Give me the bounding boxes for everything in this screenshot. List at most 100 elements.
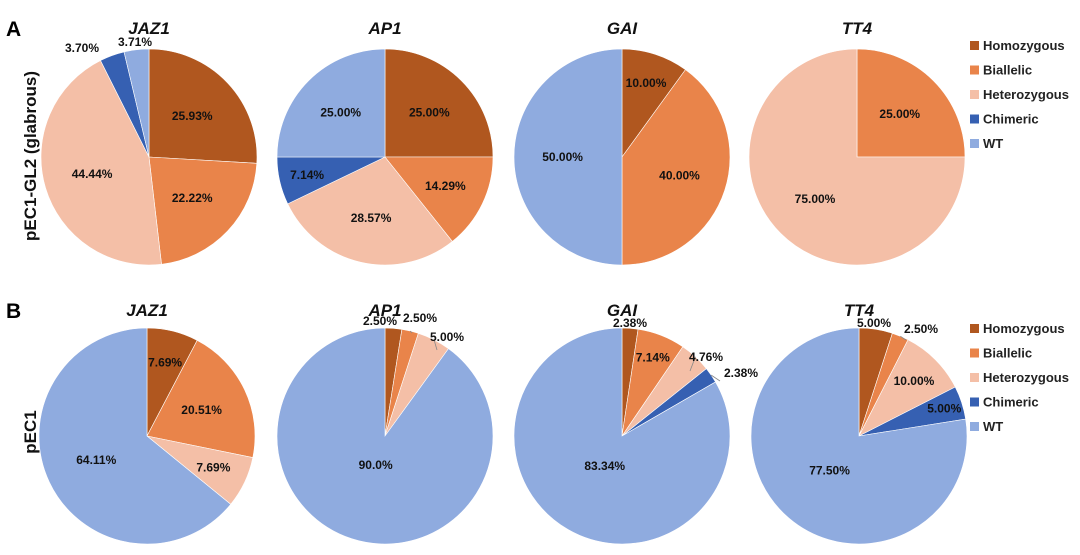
slice-label: 75.00% — [795, 192, 836, 206]
slice-label: 2.38% — [613, 316, 647, 330]
legend-label-heterozygous: Heterozygous — [983, 370, 1069, 385]
slice-label: 3.71% — [118, 35, 152, 49]
pie-slice-homozygous — [384, 48, 494, 158]
slice-label: 2.50% — [403, 311, 437, 325]
pie-a-jaz1: JAZ1 25.93% 22.22% 44.44% 3.70% 3.71% — [40, 19, 258, 266]
pie-slice-biallelic — [146, 339, 256, 458]
slice-label: 50.00% — [542, 150, 583, 164]
legend-swatch-heterozygous — [970, 90, 979, 99]
slice-label: 22.22% — [172, 191, 213, 205]
legend-label-homozygous: Homozygous — [983, 321, 1065, 336]
slice-label: 4.76% — [689, 350, 723, 364]
slice-label: 7.14% — [290, 168, 324, 182]
label-leader-line — [710, 374, 721, 382]
pie-slice-heterozygous — [748, 48, 966, 266]
pie-slice-wt — [750, 327, 968, 545]
label-leader-line — [409, 330, 413, 334]
pie-title: JAZ1 — [126, 301, 168, 320]
panel-letter-a: A — [6, 18, 21, 41]
slice-label: 5.00% — [857, 316, 891, 330]
pie-title: AP1 — [367, 301, 401, 320]
slice-label: 44.44% — [72, 167, 113, 181]
pie-title: GAI — [607, 19, 639, 38]
slice-label: 10.00% — [626, 76, 667, 90]
slice-label: 7.14% — [636, 351, 670, 365]
label-leader-line — [433, 339, 438, 351]
legend-swatch-homozygous — [970, 41, 979, 50]
slice-label: 25.00% — [320, 106, 361, 120]
legend-swatch-biallelic — [970, 65, 979, 75]
row-label-b: pEC1 — [21, 410, 40, 453]
pie-slice-biallelic — [621, 69, 731, 266]
slice-label: 7.69% — [148, 356, 182, 370]
pie-title: AP1 — [367, 19, 401, 38]
slice-label: 14.29% — [425, 179, 466, 193]
slice-label: 90.0% — [359, 458, 393, 472]
slice-label: 40.00% — [659, 169, 700, 183]
pie-title: TT4 — [844, 301, 875, 320]
panel-letter-b: B — [6, 300, 21, 323]
slice-label: 2.38% — [724, 366, 758, 380]
legend-label-homozygous: Homozygous — [983, 38, 1065, 53]
label-leader-line — [689, 356, 696, 372]
slice-label: 3.70% — [65, 41, 99, 55]
pie-slice-biallelic — [384, 156, 494, 242]
legend-swatch-wt — [970, 139, 979, 148]
pie-slice-homozygous — [148, 48, 258, 164]
pie-title: JAZ1 — [128, 19, 170, 38]
legend-panel-b: Homozygous Biallelic Heterozygous Chimeric W… — [970, 321, 1069, 434]
pie-charts: JAZ1 25.93% 22.22% 44.44% 3.70% 3.71% AP1 25.00… — [38, 19, 968, 545]
pie-slice-wt — [513, 48, 623, 266]
pie-slice-biallelic — [148, 156, 258, 265]
label-leader-line — [900, 335, 907, 341]
legend-swatch-wt — [970, 422, 979, 431]
legend-label-heterozygous: Heterozygous — [983, 87, 1069, 102]
pie-slice-wt — [276, 327, 494, 545]
slice-label: 10.00% — [894, 374, 935, 388]
slice-label: 77.50% — [809, 463, 850, 477]
pie-a-gai: GAI 10.00% 40.00% 50.00% — [513, 19, 731, 266]
pie-slice-wt — [513, 327, 731, 545]
slice-label: 5.00% — [430, 330, 464, 344]
row-label-a: pEC1-GL2 (glabrous) — [21, 71, 40, 241]
legend-swatch-chimeric — [970, 114, 979, 124]
pie-slice-biallelic — [856, 48, 966, 158]
pie-a-ap1: AP1 25.00% 14.29% 28.57% 7.14% 25.00% — [276, 19, 494, 266]
pie-b-jaz1: JAZ1 7.69% 20.51% 7.69% 64.11% — [38, 301, 256, 545]
slice-label: 28.57% — [351, 211, 392, 225]
slice-label: 2.50% — [363, 314, 397, 328]
pie-slice-heterozygous — [287, 156, 453, 266]
slice-label: 20.51% — [181, 403, 222, 417]
legend-swatch-heterozygous — [970, 373, 979, 382]
legend-panel-a: Homozygous Biallelic Heterozygous Chimeric W… — [970, 38, 1069, 151]
pie-slice-wt — [276, 48, 386, 158]
legend-label-wt: WT — [983, 419, 1003, 434]
legend-label-biallelic: Biallelic — [983, 346, 1032, 361]
pie-slice-wt — [38, 327, 232, 545]
pie-slice-wt — [123, 48, 150, 158]
slice-label: 25.00% — [879, 107, 920, 121]
slice-label: 2.50% — [904, 322, 938, 336]
legend-label-wt: WT — [983, 136, 1003, 151]
slice-label: 7.69% — [196, 460, 230, 474]
pie-title: GAI — [607, 301, 639, 320]
pie-slice-heterozygous — [40, 60, 162, 266]
slice-label: 5.00% — [927, 401, 961, 415]
legend-label-chimeric: Chimeric — [983, 112, 1039, 127]
legends: Homozygous Biallelic Heterozygous Chimeric W… — [970, 38, 1069, 434]
legend-swatch-chimeric — [970, 397, 979, 407]
pie-title: TT4 — [842, 19, 873, 38]
legend-swatch-biallelic — [970, 348, 979, 358]
legend-label-biallelic: Biallelic — [983, 63, 1032, 78]
slice-label: 83.34% — [584, 459, 625, 473]
legend-label-chimeric: Chimeric — [983, 395, 1039, 410]
slice-label: 64.11% — [76, 453, 116, 467]
legend-swatch-homozygous — [970, 324, 979, 333]
slice-label: 25.00% — [409, 106, 450, 120]
slice-label: 25.93% — [172, 109, 213, 123]
pie-a-tt4: TT4 25.00% 75.00% — [748, 19, 966, 266]
